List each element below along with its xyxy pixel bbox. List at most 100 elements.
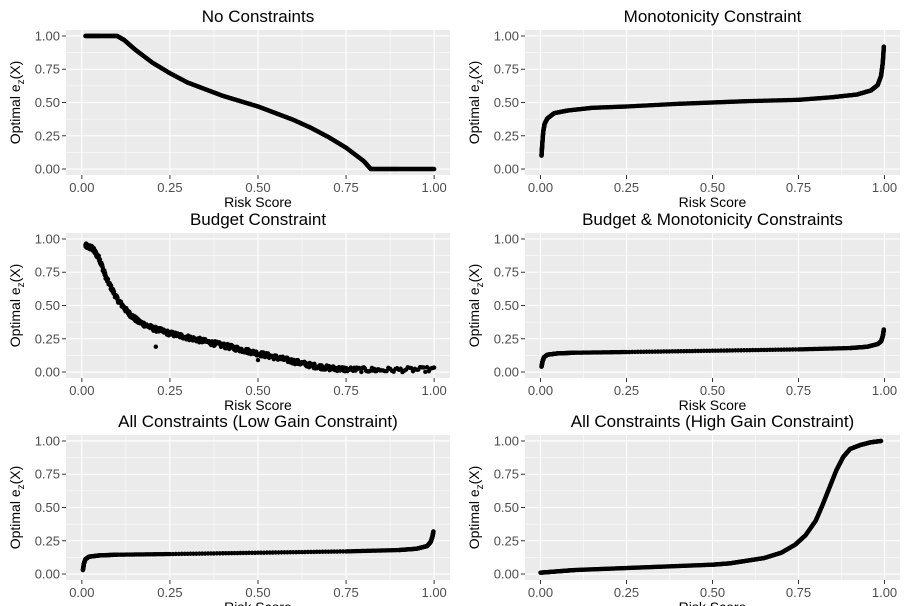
x-axis-label: Risk Score: [679, 599, 747, 606]
y-tick-label: 0.00: [494, 567, 519, 582]
y-tick-label: 0.75: [494, 265, 519, 280]
x-axis-label: Risk Score: [224, 599, 292, 606]
panel-title: Budget Constraint: [190, 210, 326, 229]
y-tick-label: 0.00: [494, 365, 519, 380]
y-tick-label: 0.75: [494, 467, 519, 482]
x-axis-label: Risk Score: [224, 397, 292, 413]
panel-4: 0.00 0.25 0.50 0.75 1.00 0.00 0.25 0.50 0.75 1.00…: [466, 210, 900, 413]
data-points: [539, 327, 887, 369]
y-tick-label: 0.00: [494, 162, 519, 177]
y-tick-label: 1.00: [35, 231, 60, 246]
data-point: [431, 365, 437, 370]
x-tick-label: 0.50: [700, 585, 725, 600]
x-tick-label: 0.75: [333, 585, 358, 600]
x-tick-label: 0.25: [157, 180, 182, 195]
data-point: [359, 369, 364, 375]
y-tick-label: 0.50: [494, 500, 519, 515]
y-tick-label: 0.25: [35, 533, 60, 548]
data-points: [538, 438, 884, 575]
y-tick-label: 0.00: [35, 567, 60, 582]
x-tick-label: 0.00: [69, 383, 94, 398]
panel-6: 0.00 0.25 0.50 0.75 1.00 0.00 0.25 0.50 0.75 1.00…: [466, 412, 900, 606]
x-axis-label: Risk Score: [679, 397, 747, 413]
y-tick-label: 0.25: [35, 128, 60, 143]
y-tick-label: 0.75: [35, 62, 60, 77]
x-tick-label: 0.50: [245, 585, 270, 600]
data-point: [423, 369, 428, 374]
data-point: [153, 344, 159, 349]
data-point: [881, 327, 887, 332]
x-tick-label: 0.00: [69, 585, 94, 600]
panel-2: 0.00 0.25 0.50 0.75 1.00 0.00 0.25 0.50 0.75 1.00…: [466, 7, 900, 210]
y-tick-label: 1.00: [494, 231, 519, 246]
x-tick-label: 0.50: [700, 180, 725, 195]
x-axis-label: Risk Score: [224, 194, 292, 210]
y-tick-label: 0.50: [494, 298, 519, 313]
y-tick-label: 0.00: [35, 162, 60, 177]
x-tick-label: 0.50: [245, 383, 270, 398]
panel-title: Budget & Monotonicity Constraints: [582, 210, 843, 229]
y-tick-label: 1.00: [35, 28, 60, 43]
y-tick-label: 0.25: [494, 331, 519, 346]
data-point: [276, 356, 282, 361]
data-point: [384, 368, 389, 374]
y-tick-label: 1.00: [494, 433, 519, 448]
data-point: [108, 283, 114, 288]
x-tick-label: 0.25: [614, 180, 639, 195]
y-tick-label: 0.00: [35, 365, 60, 380]
x-tick-label: 0.00: [69, 180, 94, 195]
x-tick-label: 0.25: [157, 383, 182, 398]
y-tick-label: 1.00: [494, 28, 519, 43]
y-axis-label: Optimal ez(X): [7, 466, 27, 550]
y-tick-label: 0.50: [494, 95, 519, 110]
y-axis-label: Optimal ez(X): [7, 264, 27, 348]
x-tick-label: 1.00: [421, 383, 446, 398]
panel-title: All Constraints (Low Gain Constraint): [118, 412, 398, 431]
data-point: [424, 365, 430, 370]
y-tick-label: 0.50: [35, 500, 60, 515]
x-tick-label: 0.75: [786, 383, 811, 398]
data-point: [431, 529, 436, 534]
data-points: [83, 241, 437, 375]
data-point: [431, 166, 437, 172]
y-tick-label: 0.75: [494, 62, 519, 77]
panel-title: Monotonicity Constraint: [624, 7, 802, 26]
y-axis-label: Optimal ez(X): [466, 61, 486, 145]
data-points: [539, 44, 887, 158]
x-tick-label: 1.00: [421, 180, 446, 195]
x-tick-label: 1.00: [872, 180, 897, 195]
y-tick-label: 1.00: [35, 433, 60, 448]
x-tick-label: 0.25: [157, 585, 182, 600]
y-tick-label: 0.75: [35, 467, 60, 482]
panel-1: 0.00 0.25 0.50 0.75 1.00 0.00 0.25 0.50 0.75 1.00…: [7, 7, 450, 210]
x-tick-label: 0.00: [528, 585, 553, 600]
y-axis-label: Optimal ez(X): [466, 466, 486, 550]
data-points: [83, 33, 437, 172]
y-tick-label: 0.50: [35, 95, 60, 110]
panel-title: No Constraints: [202, 7, 314, 26]
y-axis-label: Optimal ez(X): [466, 264, 486, 348]
x-tick-label: 1.00: [872, 585, 897, 600]
x-tick-label: 1.00: [421, 585, 446, 600]
y-axis-label: Optimal ez(X): [7, 61, 27, 145]
data-points: [80, 529, 436, 573]
x-tick-label: 0.00: [528, 180, 553, 195]
data-point: [255, 357, 261, 363]
x-tick-label: 0.50: [700, 383, 725, 398]
panel-title: All Constraints (High Gain Constraint): [571, 412, 854, 431]
y-tick-label: 0.25: [494, 128, 519, 143]
data-point: [881, 44, 887, 49]
data-point: [421, 365, 426, 370]
data-point: [878, 438, 884, 444]
panel-5: 0.00 0.25 0.50 0.75 1.00 0.00 0.25 0.50 0.75 1.00…: [7, 412, 450, 606]
panel-3: 0.00 0.25 0.50 0.75 1.00 0.00 0.25 0.50 0.75 1.00…: [7, 210, 450, 413]
y-tick-label: 0.25: [494, 533, 519, 548]
x-tick-label: 0.25: [614, 585, 639, 600]
x-tick-label: 0.75: [786, 585, 811, 600]
x-tick-label: 0.75: [786, 180, 811, 195]
x-tick-label: 0.00: [528, 383, 553, 398]
x-tick-label: 0.75: [333, 180, 358, 195]
y-tick-label: 0.25: [35, 331, 60, 346]
x-tick-label: 0.25: [614, 383, 639, 398]
